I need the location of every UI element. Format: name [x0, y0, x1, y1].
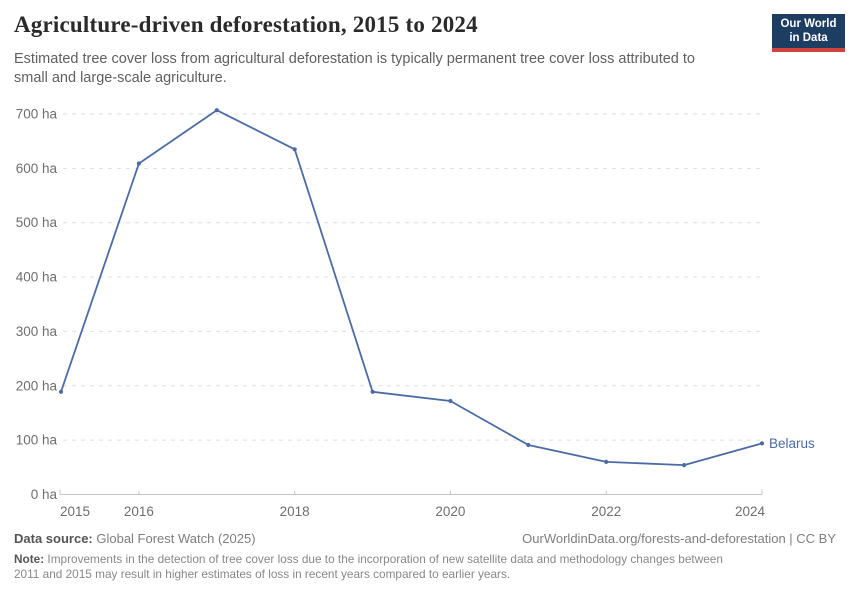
y-axis-label: 200 ha	[16, 378, 58, 393]
x-axis-label: 2022	[591, 504, 621, 519]
line-chart-canvas: 0 ha 100 ha 200 ha 300 ha 400 ha 500 ha 600 ha…	[16, 107, 815, 520]
chart-note: Note: Improvements in the detection of t…	[14, 552, 750, 581]
owid-logo-line1: Our World	[780, 18, 837, 30]
data-source-line: Data source: Global Forest Watch (2025)	[14, 531, 256, 546]
data-point-marker	[604, 459, 609, 464]
data-source-value: Global Forest Watch (2025)	[92, 531, 256, 546]
owid-url-license: OurWorldinData.org/forests-and-deforesta…	[522, 531, 836, 546]
x-axis-label: 2024	[735, 504, 766, 519]
data-point-marker	[58, 389, 64, 394]
data-point-marker	[759, 441, 765, 446]
chart-note-text: Improvements in the detection of tree co…	[14, 552, 723, 581]
chart-note-label: Note:	[14, 552, 45, 566]
y-axis-label: 100 ha	[16, 433, 58, 448]
x-axis-label: 2020	[435, 504, 465, 519]
x-axis-label: 2016	[124, 504, 154, 519]
series-label: Belarus	[769, 436, 815, 451]
data-point-marker	[526, 442, 531, 448]
y-axis-label: 0 ha	[31, 487, 58, 502]
x-axis-label: 2018	[280, 504, 310, 519]
y-axis-label: 300 ha	[16, 324, 58, 339]
data-source-label: Data source:	[14, 531, 93, 546]
x-axis-label: 2015	[60, 504, 90, 519]
owid-logo-line2: in Data	[789, 31, 828, 44]
data-line	[60, 109, 763, 467]
chart-title: Agriculture-driven deforestation, 2015 t…	[14, 12, 478, 37]
data-point-marker	[370, 389, 375, 394]
data-point-marker	[682, 463, 687, 468]
y-axis-label: 500 ha	[16, 215, 58, 230]
data-point-marker	[214, 108, 219, 113]
data-point-marker	[448, 398, 453, 404]
chart-subtitle: Estimated tree cover loss from agricultu…	[14, 51, 695, 86]
chart-footer: Data source: Global Forest Watch (2025) …	[14, 531, 836, 581]
data-point-marker	[136, 161, 141, 166]
y-axis-label: 600 ha	[16, 161, 58, 176]
owid-logo: Our World in Data	[772, 14, 845, 52]
y-axis-label: 700 ha	[16, 107, 58, 122]
data-point-marker	[292, 147, 297, 152]
y-axis-label: 400 ha	[16, 270, 58, 285]
